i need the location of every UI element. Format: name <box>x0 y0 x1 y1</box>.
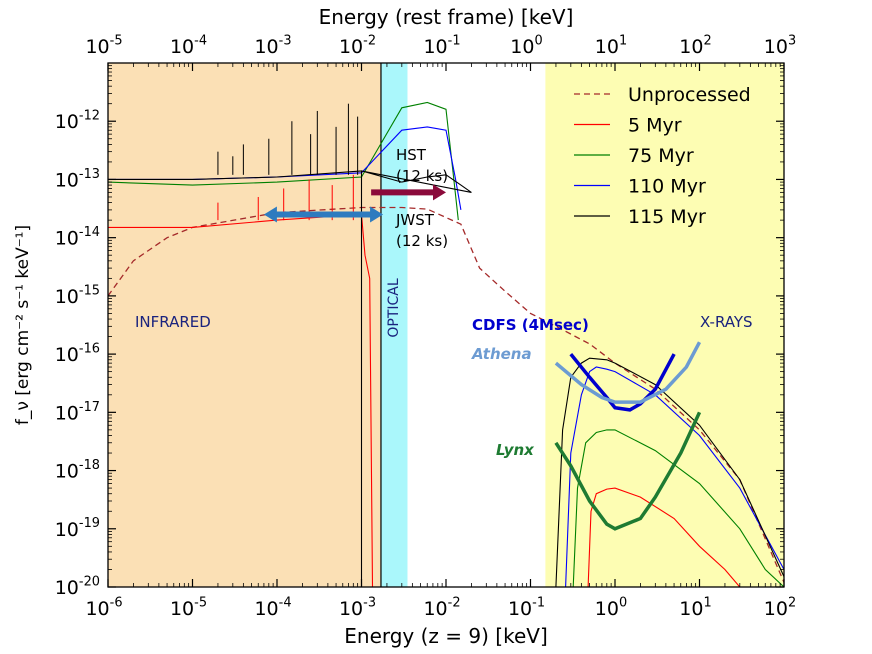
sensitivity-cdfs-4msec- <box>569 352 676 412</box>
x-rays-label: X-RAYS <box>700 313 753 331</box>
band-infrared <box>108 63 381 587</box>
x2-tick-label: 103 <box>764 33 796 58</box>
jwst-exposure-label: (12 ks) <box>396 232 448 250</box>
x2-tick-label: 10-2 <box>339 33 376 58</box>
x2-tick-label: 101 <box>595 33 627 58</box>
band-x-rays <box>545 63 784 587</box>
x-tick-label: 10-5 <box>170 595 207 620</box>
legend-label-5-myr: 5 Myr <box>628 115 682 137</box>
legend-label-unprocessed: Unprocessed <box>628 84 751 106</box>
cdfs-label: CDFS (4Msec) <box>472 316 589 334</box>
x-tick-label: 101 <box>679 595 711 620</box>
legend: Unprocessed 5 Myr 75 Myr 110 Myr 115 Myr <box>574 84 751 228</box>
x2-tick-label: 10-3 <box>254 33 291 58</box>
legend-label-115-myr: 115 Myr <box>628 206 706 228</box>
series-75-myr-x-ray <box>572 429 784 587</box>
sensitivity-layer <box>554 341 702 531</box>
x-tick-label: 10-3 <box>339 595 376 620</box>
y-tick-label: 10-14 <box>55 225 100 250</box>
y-tick-label: 10-19 <box>55 516 100 541</box>
series-110-myr-x-ray <box>565 366 784 587</box>
x2-tick-label: 100 <box>510 33 542 58</box>
y-tick-label: 10-13 <box>55 167 100 192</box>
series-115-myr-x-ray <box>555 357 784 587</box>
optical-label: OPTICAL <box>386 278 402 337</box>
x2-axis-title: Energy (rest frame) [keV] <box>319 5 574 29</box>
y-tick-label: 10-17 <box>55 400 100 425</box>
label-layer: INFRARED OPTICAL X-RAYS CDFS (4Msec) Athena L… <box>13 5 753 648</box>
jwst-arrow-head-left <box>263 206 277 223</box>
jwst-label: JWST <box>395 211 435 229</box>
jwst-arrow-head-right <box>370 206 384 223</box>
y-tick-label: 10-18 <box>55 458 100 483</box>
x2-tick-label: 10-1 <box>423 33 460 58</box>
hst-arrow-head-right <box>433 184 446 201</box>
tick-layer <box>107 63 785 588</box>
y-tick-label: 10-20 <box>55 574 100 599</box>
sensitivity-athena <box>554 341 702 404</box>
arrow-layer: HST (12 ks) JWST (12 ks) <box>263 146 448 250</box>
series-5-myr-x-ray <box>587 487 741 587</box>
x-tick-label: 10-4 <box>254 595 291 620</box>
hst-label: HST <box>396 146 427 164</box>
x2-tick-label: 10-5 <box>85 33 122 58</box>
athena-label: Athena <box>471 345 532 363</box>
lynx-label: Lynx <box>496 441 535 459</box>
x-tick-label: 100 <box>595 595 627 620</box>
legend-label-75-myr: 75 Myr <box>628 145 694 167</box>
infrared-label: INFRARED <box>135 313 211 331</box>
hst-exposure-label: (12 ks) <box>396 167 448 185</box>
x2-tick-label: 10-4 <box>170 33 207 58</box>
band-optical <box>380 63 408 587</box>
sensitivity-lynx <box>554 411 702 531</box>
tick-label-layer: 10-6 10-5 10-4 10-3 10-2 10-1 100 101 102 10-5 10-… <box>55 33 796 620</box>
x-tick-label: 10-2 <box>423 595 460 620</box>
y-tick-label: 10-16 <box>55 342 100 367</box>
x-tick-label: 102 <box>764 595 796 620</box>
series-75-myr <box>108 101 459 221</box>
y-tick-label: 10-12 <box>55 109 100 134</box>
legend-label-110-myr: 110 Myr <box>628 176 706 198</box>
x2-tick-label: 102 <box>679 33 711 58</box>
y-axis-title: f_ν [erg cm⁻² s⁻¹ keV⁻¹] <box>13 225 33 425</box>
x-tick-label: 10-6 <box>85 595 122 620</box>
x-axis-title: Energy (z = 9) [keV] <box>344 624 548 648</box>
band-layer <box>108 63 784 587</box>
x-tick-label: 10-1 <box>508 595 545 620</box>
series-115-myr <box>108 170 472 587</box>
y-tick-label: 10-15 <box>55 283 100 308</box>
